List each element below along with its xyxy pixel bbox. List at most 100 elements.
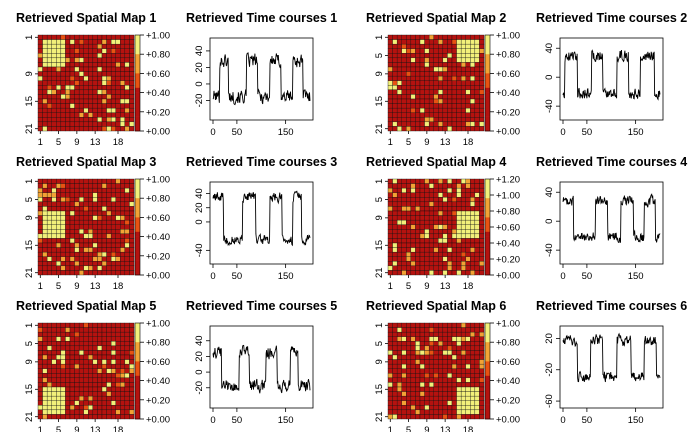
heatmap-cell — [56, 238, 62, 244]
heatmap-cell — [88, 251, 94, 257]
col-tick-label: 1 — [388, 137, 393, 148]
heatmap-cell — [392, 183, 398, 189]
heatmap-cell — [460, 112, 466, 118]
heatmap-cell — [65, 409, 71, 415]
heatmap-cell — [447, 331, 453, 337]
heatmap-cell — [129, 192, 135, 198]
heatmap-cell — [60, 178, 66, 184]
heatmap-cell — [106, 261, 112, 267]
heatmap-cell — [56, 39, 62, 45]
heatmap-cell — [451, 103, 457, 109]
heatmap-cell — [410, 327, 416, 333]
heatmap-cell — [456, 75, 462, 81]
heatmap-cell — [46, 247, 52, 253]
heatmap-cell — [88, 178, 94, 184]
heatmap-cell — [101, 107, 107, 113]
heatmap-cell — [479, 405, 485, 411]
heatmap-cell — [438, 121, 444, 127]
heatmap-cell — [129, 363, 135, 369]
heatmap-cell — [120, 197, 126, 203]
heatmap-cell — [78, 224, 84, 230]
row-tick-label: 1 — [374, 323, 385, 328]
heatmap-cell — [37, 192, 43, 198]
heatmap-cell — [396, 327, 402, 333]
heatmap-cell — [51, 386, 57, 392]
heatmap-cell — [46, 386, 52, 392]
heatmap-cell — [92, 85, 98, 91]
heatmap-cell — [51, 219, 57, 225]
heatmap-cell — [37, 331, 43, 337]
heatmap-cell — [83, 233, 89, 239]
heatmap-cell — [51, 112, 57, 118]
heatmap-cell — [42, 256, 48, 262]
heatmap-cell — [42, 117, 48, 123]
heatmap-cell — [419, 395, 425, 401]
heatmap-cell — [110, 341, 116, 347]
heatmap-cell — [460, 247, 466, 253]
heatmap-cell — [442, 98, 448, 104]
heatmap-cell — [97, 345, 103, 351]
heatmap-cell — [456, 238, 462, 244]
heatmap-cell — [419, 256, 425, 262]
heatmap-cell — [415, 265, 421, 271]
colorbar-tick-label: +0.20 — [146, 107, 170, 118]
heatmap-cell — [406, 350, 412, 356]
heatmap-cell — [442, 261, 448, 267]
heatmap-cell — [424, 386, 430, 392]
heatmap-cell — [106, 39, 112, 45]
heatmap-cell — [101, 345, 107, 351]
heatmap-cell — [78, 322, 84, 328]
heatmap-cell — [46, 206, 52, 212]
heatmap-cell — [101, 341, 107, 347]
heatmap-cell — [124, 117, 130, 123]
heatmap-cell — [110, 409, 116, 415]
heatmap-cell — [406, 94, 412, 100]
heatmap-cell — [42, 363, 48, 369]
heatmap-cell — [51, 71, 57, 77]
heatmap-cell — [129, 391, 135, 397]
heatmap-cell — [460, 354, 466, 360]
heatmap-cell — [129, 261, 135, 267]
heatmap-cell — [447, 322, 453, 328]
heatmap-cell — [83, 34, 89, 40]
heatmap-cell — [46, 336, 52, 342]
heatmap-cell — [92, 53, 98, 59]
heatmap-cell — [474, 386, 480, 392]
heatmap-cell — [465, 187, 471, 193]
heatmap-cell — [78, 187, 84, 193]
heatmap-cell — [42, 53, 48, 59]
heatmap-cell — [465, 215, 471, 221]
heatmap-cell — [51, 350, 57, 356]
heatmap-cell — [396, 336, 402, 342]
heatmap-cell — [124, 265, 130, 271]
heatmap-cell — [419, 201, 425, 207]
colorbar-tick-label: +0.60 — [496, 69, 520, 80]
heatmap-cell — [465, 414, 471, 420]
heatmap-cell — [37, 395, 43, 401]
colorbar-swatch — [485, 404, 490, 410]
heatmap-cell — [101, 322, 107, 328]
heatmap-cell — [410, 256, 416, 262]
heatmap-cell — [424, 409, 430, 415]
heatmap-cell — [447, 265, 453, 271]
y-tick-label: 0 — [544, 75, 555, 80]
heatmap-cell — [456, 107, 462, 113]
heatmap-cell — [392, 34, 398, 40]
colorbar-swatch — [135, 246, 140, 252]
heatmap-cell — [442, 34, 448, 40]
heatmap-cell — [442, 107, 448, 113]
heatmap-cell — [428, 377, 434, 383]
heatmap-cell — [451, 247, 457, 253]
colorbar-swatch — [135, 83, 140, 89]
heatmap-cell — [470, 187, 476, 193]
heatmap-cell — [433, 382, 439, 388]
heatmap-cell — [124, 251, 130, 257]
heatmap-cell — [442, 201, 448, 207]
heatmap-cell — [46, 215, 52, 221]
heatmap-cell — [456, 80, 462, 86]
heatmap-cell — [447, 66, 453, 72]
col-tick-label: 5 — [406, 281, 411, 292]
heatmap-cell — [56, 206, 62, 212]
heatmap-cell — [60, 368, 66, 374]
